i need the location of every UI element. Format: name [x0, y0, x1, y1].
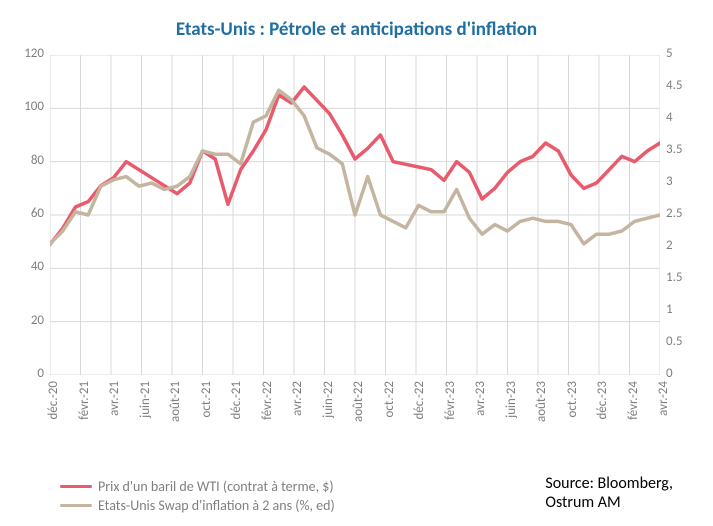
y-left-tick: 60 — [31, 206, 44, 221]
y-right-tick: 0.5 — [666, 334, 682, 349]
legend: Prix d'un baril de WTI (contrat à terme,… — [60, 476, 335, 516]
y-right-tick: 3.5 — [666, 142, 682, 157]
y-right-tick: 4 — [666, 110, 673, 125]
y-left-tick: 0 — [37, 366, 44, 381]
legend-item: Etats-Unis Swap d'inflation à 2 ans (%, … — [60, 497, 335, 514]
legend-swatch — [60, 485, 92, 489]
oil-inflation-chart: Etats-Unis : Pétrole et anticipations d'… — [0, 0, 713, 526]
source-line-1: Source: Bloomberg, — [545, 474, 673, 493]
legend-label: Prix d'un baril de WTI (contrat à terme,… — [98, 478, 334, 495]
y-left-tick: 40 — [31, 259, 44, 274]
y-right-tick: 0 — [666, 366, 673, 381]
y-right-tick: 1 — [666, 302, 673, 317]
chart-source: Source: Bloomberg, Ostrum AM — [545, 474, 673, 512]
source-line-2: Ostrum AM — [545, 493, 673, 512]
legend-swatch — [60, 504, 92, 508]
chart-title: Etats-Unis : Pétrole et anticipations d'… — [0, 18, 713, 41]
y-right-tick: 2 — [666, 238, 673, 253]
legend-item: Prix d'un baril de WTI (contrat à terme,… — [60, 478, 335, 495]
y-right-tick: 2.5 — [666, 206, 682, 221]
legend-label: Etats-Unis Swap d'inflation à 2 ans (%, … — [98, 497, 335, 514]
y-right-tick: 4.5 — [666, 78, 682, 93]
y-left-tick: 80 — [31, 153, 44, 168]
y-left-tick: 100 — [24, 99, 44, 114]
plot-area — [50, 55, 660, 375]
y-right-tick: 3 — [666, 174, 673, 189]
y-left-tick: 20 — [31, 313, 44, 328]
y-right-tick: 5 — [666, 46, 673, 61]
y-right-tick: 1.5 — [666, 270, 682, 285]
y-left-tick: 120 — [24, 46, 44, 61]
